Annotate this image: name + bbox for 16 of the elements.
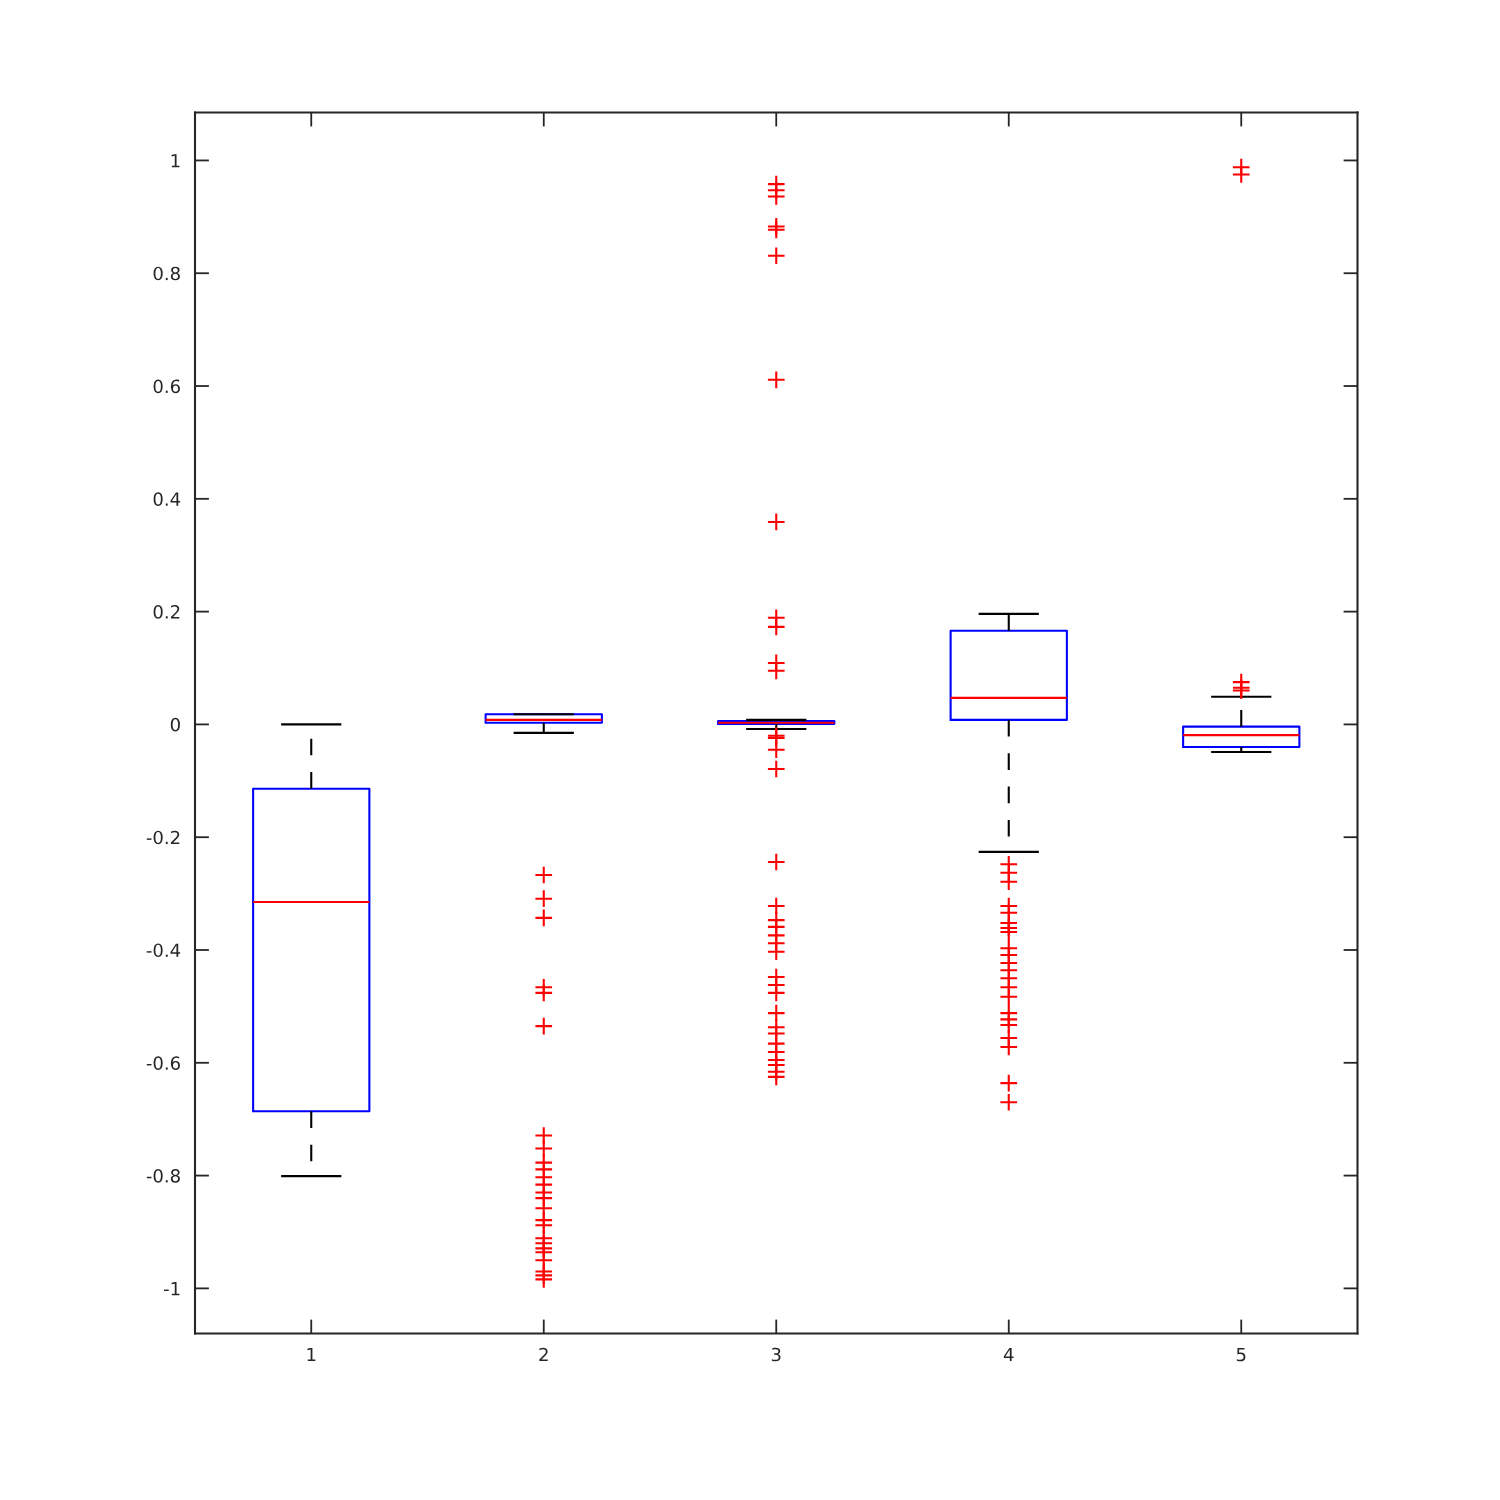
y-tick-label: -0.8 <box>146 1169 180 1183</box>
x-tick-label: 3 <box>771 1347 781 1362</box>
x-tick-label: 1 <box>307 1347 316 1362</box>
y-tick-label: 0.8 <box>153 266 180 281</box>
y-tick-label: 0.6 <box>153 379 180 394</box>
y-tick-label: 1 <box>171 154 180 168</box>
y-tick-label: 0.4 <box>153 492 181 506</box>
y-tick-label: -1 <box>163 1282 180 1296</box>
y-tick-label: 0 <box>170 717 180 732</box>
x-tick-label: 5 <box>1236 1347 1246 1362</box>
y-tick-label: -0.4 <box>146 943 181 958</box>
y-tick-label: -0.2 <box>146 830 180 845</box>
x-tick-label: 4 <box>1003 1347 1014 1362</box>
y-tick-label: 0.2 <box>153 605 180 619</box>
y-tick-label: -0.6 <box>146 1056 180 1070</box>
x-tick-label: 2 <box>539 1347 548 1362</box>
